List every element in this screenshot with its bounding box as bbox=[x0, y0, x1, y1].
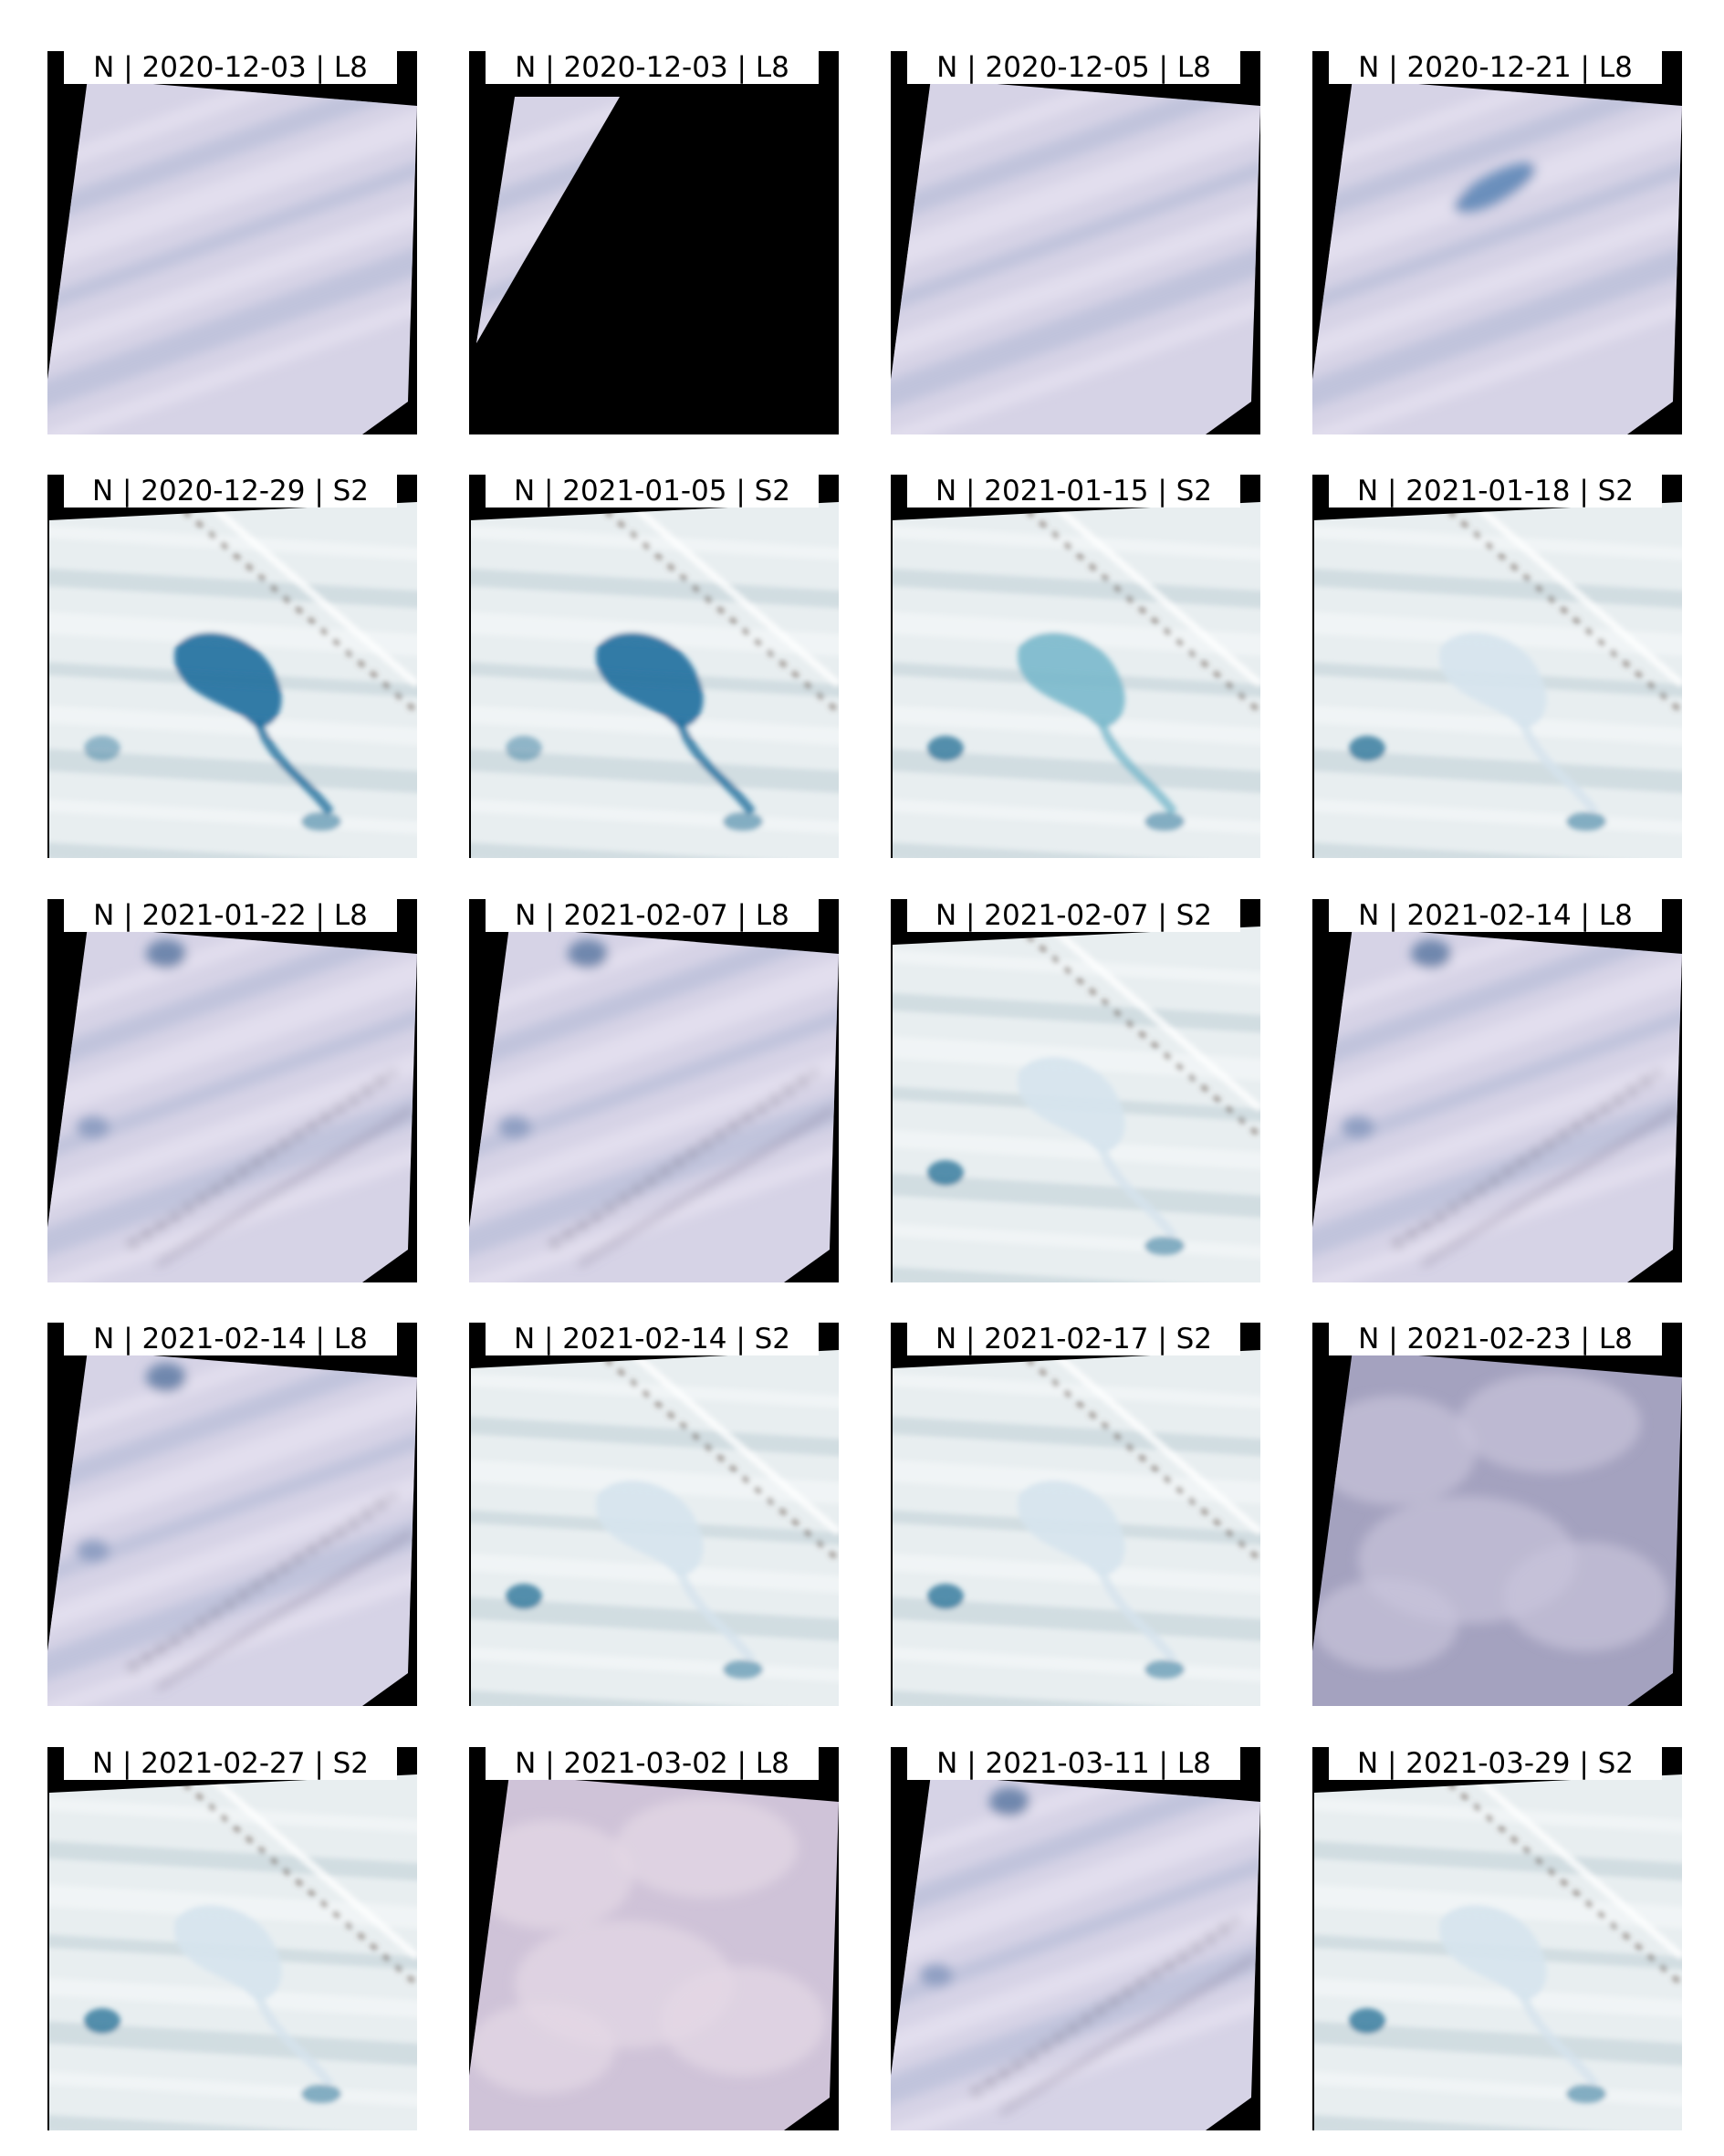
satellite-image bbox=[1314, 502, 1682, 858]
image-panel: N | 2020-12-21 | L8 bbox=[1312, 51, 1682, 434]
image-panel: N | 2021-03-29 | S2 bbox=[1312, 1747, 1682, 2130]
image-panel: N | 2021-01-18 | S2 bbox=[1312, 475, 1682, 858]
satellite-image bbox=[469, 1774, 839, 2130]
satellite-image bbox=[49, 502, 417, 858]
image-panel: N | 2021-01-22 | L8 bbox=[47, 899, 417, 1282]
panel-title: N | 2021-02-14 | S2 bbox=[486, 1323, 819, 1355]
panel-title: N | 2021-01-18 | S2 bbox=[1329, 475, 1662, 508]
image-panel: N | 2020-12-05 | L8 bbox=[891, 51, 1260, 434]
scene-footprint bbox=[47, 926, 417, 1282]
scene-footprint bbox=[476, 97, 620, 343]
satellite-image bbox=[47, 1350, 417, 1706]
image-panel: N | 2021-02-07 | L8 bbox=[469, 899, 839, 1282]
scene-footprint bbox=[1314, 502, 1682, 858]
satellite-image bbox=[1314, 1774, 1682, 2130]
panel-title: N | 2021-03-02 | L8 bbox=[486, 1747, 819, 1780]
satellite-image bbox=[47, 926, 417, 1282]
panel-title: N | 2021-03-11 | L8 bbox=[907, 1747, 1240, 1780]
image-panel: N | 2021-02-14 | L8 bbox=[1312, 899, 1682, 1282]
panel-title: N | 2021-01-05 | S2 bbox=[486, 475, 819, 508]
scene-footprint bbox=[1312, 926, 1682, 1282]
scene-footprint bbox=[891, 1774, 1260, 2130]
satellite-image bbox=[893, 502, 1260, 858]
image-panel: N | 2021-02-07 | S2 bbox=[891, 899, 1260, 1282]
satellite-image bbox=[471, 502, 839, 858]
scene-footprint bbox=[893, 1350, 1260, 1706]
panel-title: N | 2021-02-23 | L8 bbox=[1329, 1323, 1662, 1355]
panel-title: N | 2021-02-14 | L8 bbox=[1329, 899, 1662, 932]
satellite-image bbox=[471, 1350, 839, 1706]
scene-footprint bbox=[471, 1350, 839, 1706]
panel-title: N | 2021-01-22 | L8 bbox=[64, 899, 397, 932]
scene-footprint bbox=[1312, 1350, 1682, 1706]
image-panel: N | 2021-02-17 | S2 bbox=[891, 1323, 1260, 1706]
scene-footprint bbox=[891, 78, 1260, 434]
panel-title: N | 2021-02-07 | S2 bbox=[907, 899, 1240, 932]
scene-footprint bbox=[893, 926, 1260, 1282]
scene-footprint bbox=[471, 502, 839, 858]
image-panel: N | 2021-03-02 | L8 bbox=[469, 1747, 839, 2130]
panel-title: N | 2020-12-05 | L8 bbox=[907, 51, 1240, 84]
satellite-image bbox=[469, 926, 839, 1282]
scene-footprint bbox=[47, 1350, 417, 1706]
scene-footprint bbox=[893, 502, 1260, 858]
satellite-image bbox=[1312, 926, 1682, 1282]
image-panel: N | 2021-02-14 | L8 bbox=[47, 1323, 417, 1706]
scene-footprint bbox=[469, 926, 839, 1282]
image-panel: N | 2021-01-15 | S2 bbox=[891, 475, 1260, 858]
satellite-image bbox=[1312, 1350, 1682, 1706]
panel-title: N | 2020-12-29 | S2 bbox=[64, 475, 397, 508]
panel-title: N | 2021-02-17 | S2 bbox=[907, 1323, 1240, 1355]
satellite-image bbox=[1312, 78, 1682, 434]
satellite-image bbox=[891, 1774, 1260, 2130]
satellite-image bbox=[893, 1350, 1260, 1706]
image-panel: N | 2020-12-03 | L8 bbox=[469, 51, 839, 434]
image-panel: N | 2020-12-29 | S2 bbox=[47, 475, 417, 858]
image-panel: N | 2021-02-23 | L8 bbox=[1312, 1323, 1682, 1706]
scene-footprint bbox=[49, 1774, 417, 2130]
satellite-image bbox=[47, 78, 417, 434]
panel-title: N | 2020-12-03 | L8 bbox=[486, 51, 819, 84]
panel-title: N | 2021-01-15 | S2 bbox=[907, 475, 1240, 508]
panel-title: N | 2021-02-14 | L8 bbox=[64, 1323, 397, 1355]
scene-footprint bbox=[1312, 78, 1682, 434]
scene-footprint bbox=[47, 78, 417, 434]
satellite-image bbox=[893, 926, 1260, 1282]
panel-title: N | 2021-03-29 | S2 bbox=[1329, 1747, 1662, 1780]
panel-title: N | 2020-12-21 | L8 bbox=[1329, 51, 1662, 84]
panel-title: N | 2020-12-03 | L8 bbox=[64, 51, 397, 84]
image-panel: N | 2021-02-27 | S2 bbox=[47, 1747, 417, 2130]
panel-title: N | 2021-02-27 | S2 bbox=[64, 1747, 397, 1780]
image-panel: N | 2020-12-03 | L8 bbox=[47, 51, 417, 434]
image-panel: N | 2021-03-11 | L8 bbox=[891, 1747, 1260, 2130]
satellite-image bbox=[49, 1774, 417, 2130]
scene-footprint bbox=[49, 502, 417, 858]
scene-footprint bbox=[469, 1774, 839, 2130]
panel-title: N | 2021-02-07 | L8 bbox=[486, 899, 819, 932]
image-panel: N | 2021-01-05 | S2 bbox=[469, 475, 839, 858]
image-panel: N | 2021-02-14 | S2 bbox=[469, 1323, 839, 1706]
scene-footprint bbox=[1314, 1774, 1682, 2130]
satellite-image bbox=[476, 97, 620, 343]
satellite-image bbox=[891, 78, 1260, 434]
